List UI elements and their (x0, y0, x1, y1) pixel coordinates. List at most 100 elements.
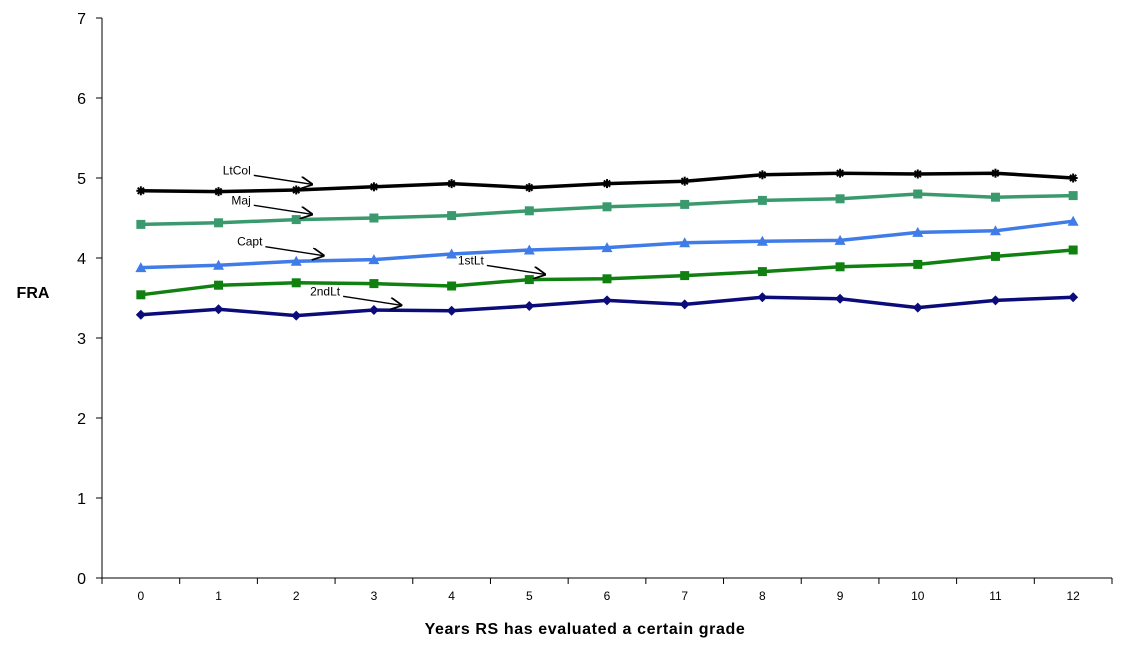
data-point (135, 309, 146, 320)
data-point (524, 301, 535, 311)
data-point (369, 213, 379, 223)
data-point (601, 242, 613, 253)
annotation-label: LtCol (223, 163, 251, 177)
x-tick-label: 2 (293, 589, 300, 603)
data-point (680, 271, 690, 281)
annotation-arrow (265, 245, 323, 256)
data-point (989, 225, 1001, 236)
annotation-capt: Capt (237, 235, 323, 256)
data-point (447, 211, 457, 221)
x-tick-label: 7 (681, 589, 688, 603)
x-tick-label: 3 (371, 589, 378, 603)
data-point (913, 189, 923, 199)
x-tick-label: 8 (759, 589, 766, 603)
data-point (214, 187, 224, 197)
data-point (679, 299, 690, 310)
data-point (757, 292, 768, 303)
data-point (291, 215, 301, 225)
data-point (1068, 292, 1079, 303)
x-axis-label: Years RS has evaluated a certain grade (425, 621, 746, 638)
data-point (602, 202, 612, 212)
annotations-group: LtCol Maj Capt 1stLt 2ndLt (223, 163, 545, 305)
annotation-arrow (253, 204, 312, 214)
data-point (756, 235, 768, 246)
data-point (369, 279, 379, 289)
series-group (135, 168, 1079, 321)
data-point (447, 281, 457, 291)
series-2ndlt (135, 292, 1079, 321)
data-point (214, 218, 224, 228)
x-tick-label: 9 (837, 589, 844, 603)
data-point (912, 302, 923, 313)
data-point (835, 194, 845, 204)
annotation-label: Capt (237, 235, 263, 249)
data-point (757, 195, 767, 205)
data-point (136, 186, 146, 196)
x-tick-label: 5 (526, 589, 533, 603)
data-point (1067, 215, 1079, 226)
data-point (524, 275, 534, 285)
annotation-2ndlt: 2ndLt (310, 284, 401, 305)
x-tick-label: 0 (138, 589, 145, 603)
y-tick-label: 3 (77, 331, 86, 348)
data-point (524, 183, 534, 193)
data-point (291, 185, 301, 195)
data-point (835, 262, 845, 272)
y-tick-label: 2 (77, 411, 86, 428)
data-point (1068, 245, 1078, 255)
x-tick-label: 12 (1066, 589, 1080, 603)
data-point (136, 219, 146, 229)
data-point (602, 274, 612, 284)
annotation-label: 2ndLt (310, 284, 341, 298)
series-line-1stlt (140, 248, 1074, 297)
data-point (368, 305, 379, 315)
data-point (602, 295, 612, 306)
y-tick-label: 1 (77, 491, 86, 508)
data-point (446, 305, 457, 316)
x-tick-label: 4 (448, 589, 455, 603)
data-point (835, 293, 846, 304)
data-point (290, 255, 302, 266)
series-ltcol (136, 168, 1078, 197)
series-capt (135, 215, 1079, 273)
x-tick-label: 11 (989, 589, 1002, 603)
annotation-label: Maj (231, 193, 250, 207)
data-point (757, 267, 767, 277)
annotation-label: 1stLt (458, 253, 485, 267)
data-point (990, 295, 1001, 306)
data-point (990, 251, 1000, 261)
y-tick-label: 0 (77, 571, 86, 588)
data-point (679, 237, 691, 248)
annotation-1stlt: 1stLt (458, 253, 545, 274)
data-point (369, 182, 379, 192)
data-point (213, 304, 224, 315)
series-1stlt (136, 245, 1078, 300)
data-point (990, 168, 1000, 178)
data-point (1068, 191, 1078, 201)
data-point (291, 278, 301, 288)
y-axis-label: FRA (17, 285, 50, 302)
data-point (913, 259, 923, 269)
data-point (913, 169, 923, 179)
annotation-ltcol: LtCol (223, 163, 312, 184)
x-tick-label: 6 (604, 589, 611, 603)
data-point (680, 176, 690, 186)
annotation-arrow (486, 264, 545, 274)
y-tick-label: 5 (77, 171, 86, 188)
annotation-arrow (253, 174, 312, 184)
data-point (136, 290, 146, 300)
y-tick-label: 6 (77, 91, 86, 108)
data-point (757, 170, 767, 180)
data-point (214, 280, 224, 290)
data-point (602, 179, 612, 189)
series-maj (136, 189, 1078, 229)
data-point (1068, 173, 1078, 183)
data-point (213, 259, 225, 270)
data-point (446, 248, 458, 259)
x-tick-label: 1 (215, 589, 222, 603)
data-point (447, 179, 457, 189)
y-tick-label: 4 (77, 251, 86, 268)
data-point (835, 168, 845, 178)
